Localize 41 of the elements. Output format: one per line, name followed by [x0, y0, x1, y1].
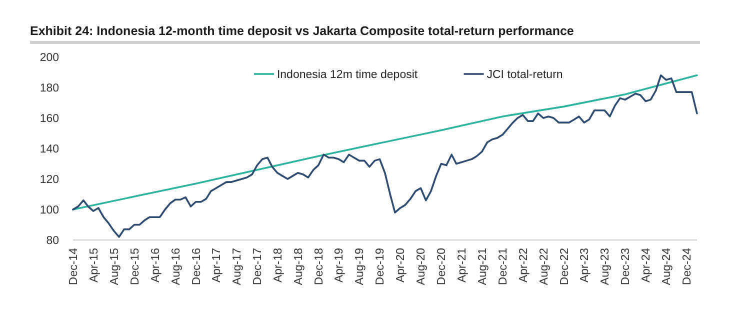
x-tick-label: Dec-22: [558, 248, 571, 286]
x-tick-label: Apr-19: [334, 248, 346, 283]
x-tick-label: Aug-21: [477, 248, 489, 286]
x-tick-label: Aug-19: [354, 248, 366, 286]
x-tick-label: Dec-14: [68, 247, 80, 286]
y-tick-label: 180: [40, 82, 59, 94]
x-tick-label: Apr-20: [395, 248, 408, 283]
x-tick-label: Dec-18: [313, 248, 326, 286]
x-tick-label: Aug-16: [170, 248, 182, 286]
x-tick-label: Dec-19: [374, 248, 387, 286]
x-tick-label: Aug-22: [538, 248, 550, 286]
y-tick-label: 100: [40, 204, 59, 216]
y-tick-label: 140: [40, 144, 59, 156]
y-tick-label: 120: [40, 174, 59, 186]
x-tick-label: Apr-24: [640, 247, 653, 283]
x-tick-label: Aug-18: [292, 248, 305, 286]
x-tick-label: Dec-23: [620, 248, 632, 286]
x-tick-label: Aug-23: [600, 248, 612, 286]
x-tick-label: Dec-21: [497, 248, 510, 286]
legend-label: JCI total-return: [486, 69, 563, 81]
x-tick-label: Aug-20: [416, 248, 428, 286]
legend-label: Indonesia 12m time deposit: [276, 69, 418, 81]
x-tick-label: Aug-24: [661, 247, 674, 286]
x-tick-label: Apr-23: [579, 248, 592, 283]
x-tick-label: Apr-22: [518, 248, 530, 283]
y-tick-label: 200: [40, 52, 59, 64]
x-tick-label: Apr-15: [88, 248, 100, 283]
x-tick-label: Apr-21: [456, 248, 469, 283]
x-tick-label: Dec-16: [190, 248, 203, 286]
y-tick-label: 160: [40, 113, 59, 125]
x-tick-label: Apr-18: [272, 248, 284, 283]
x-tick-label: Aug-15: [108, 248, 121, 286]
x-tick-label: Dec-20: [436, 248, 448, 286]
x-tick-label: Apr-17: [211, 248, 224, 283]
chart-title: Exhibit 24: Indonesia 12-month time deposit vs Jakarta Composite total-return performance: [30, 24, 574, 38]
x-tick-label: Apr-16: [150, 248, 162, 283]
y-tick-label: 80: [46, 235, 59, 247]
x-tick-label: Dec-24: [682, 247, 694, 286]
x-tick-label: Dec-15: [129, 248, 142, 286]
x-tick-label: Aug-17: [232, 248, 244, 286]
x-tick-label: Dec-17: [252, 248, 264, 286]
